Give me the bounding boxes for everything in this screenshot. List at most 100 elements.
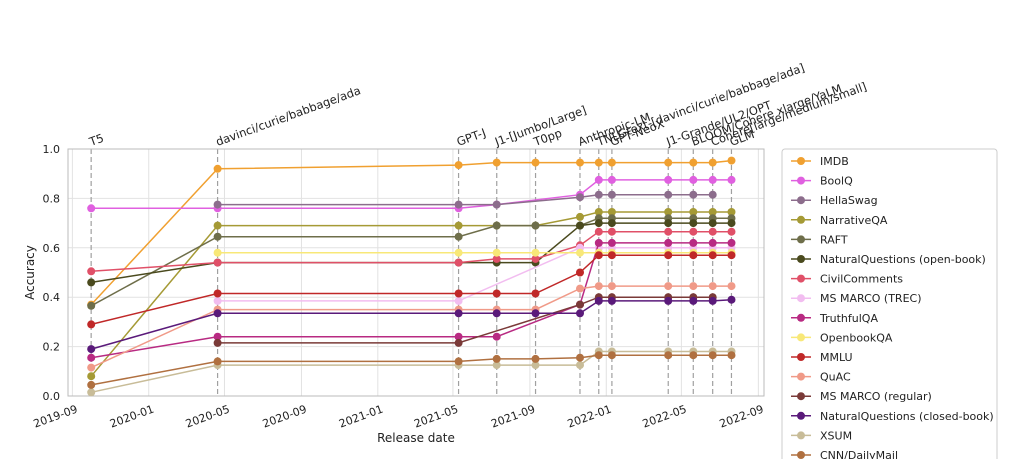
- data-point: [607, 158, 616, 167]
- data-point: [607, 351, 616, 360]
- legend-item: MS MARCO (regular): [791, 390, 932, 403]
- data-point: [607, 282, 616, 291]
- data-point: [664, 351, 673, 360]
- series: [87, 282, 736, 372]
- data-point: [87, 388, 96, 397]
- data-point: [454, 161, 463, 170]
- data-point: [492, 354, 501, 363]
- data-point: [492, 289, 501, 298]
- data-point: [664, 251, 673, 260]
- data-point: [708, 158, 717, 167]
- data-point: [607, 219, 616, 228]
- data-point: [87, 372, 96, 381]
- legend-swatch-marker: [797, 313, 805, 322]
- legend-swatch-marker: [797, 451, 805, 459]
- data-point: [664, 296, 673, 305]
- legend-swatch-marker: [797, 176, 805, 185]
- plot-area: [67, 148, 765, 397]
- x-tick-label: 2020-01: [108, 403, 156, 431]
- data-point: [607, 175, 616, 184]
- data-point: [708, 190, 717, 199]
- data-point: [454, 289, 463, 298]
- data-point: [727, 175, 736, 184]
- data-point: [607, 238, 616, 247]
- legend-swatch-marker: [797, 196, 805, 205]
- data-point: [594, 296, 603, 305]
- y-tick-labels: 0.0 0.2 0.4 0.6 0.8 1.0: [43, 143, 61, 403]
- data-point: [492, 309, 501, 318]
- release-label: T5: [86, 131, 105, 149]
- data-point: [576, 268, 584, 277]
- data-point: [594, 175, 603, 184]
- x-tick-label: 2022-01: [566, 403, 614, 431]
- data-point: [454, 357, 463, 366]
- data-point: [727, 251, 736, 260]
- data-point: [664, 190, 673, 199]
- legend-item: NarrativeQA: [791, 214, 888, 227]
- data-point: [492, 254, 501, 263]
- data-point: [664, 175, 673, 184]
- x-tick-label: 2021-09: [489, 403, 537, 431]
- data-point: [492, 221, 501, 230]
- data-point: [576, 158, 584, 167]
- x-axis-title: Release date: [377, 431, 455, 445]
- data-point: [454, 248, 463, 257]
- data-point: [87, 380, 96, 389]
- data-point: [87, 353, 96, 362]
- series-line: [91, 350, 732, 394]
- legend-swatch-marker: [797, 372, 805, 381]
- series: [87, 351, 736, 389]
- data-point: [689, 282, 698, 291]
- data-point: [594, 219, 603, 228]
- data-point: [576, 221, 584, 230]
- data-point: [87, 278, 96, 287]
- legend-label: IMDB: [820, 155, 849, 168]
- legend-item: QuAC: [791, 371, 851, 384]
- data-point: [213, 338, 222, 347]
- series: [87, 208, 736, 381]
- data-point: [689, 208, 698, 216]
- data-point: [454, 332, 463, 341]
- data-point: [708, 175, 717, 184]
- data-point: [727, 351, 736, 360]
- data-point: [594, 158, 603, 167]
- legend-item: IMDB: [791, 155, 849, 168]
- legend-label: NaturalQuestions (open-book): [820, 253, 986, 266]
- data-point: [708, 296, 717, 305]
- data-point: [576, 300, 584, 309]
- data-point: [689, 190, 698, 199]
- data-point: [727, 282, 736, 291]
- legend-swatch-marker: [797, 392, 805, 401]
- data-point: [576, 193, 584, 202]
- legend-item: CNN/DailyMail: [791, 449, 898, 459]
- grid: [68, 148, 764, 397]
- data-point: [664, 219, 673, 228]
- x-tick-label: 2020-05: [184, 403, 232, 431]
- data-point: [531, 254, 540, 263]
- series: [87, 251, 736, 329]
- data-point: [492, 248, 501, 257]
- data-point: [576, 284, 584, 293]
- legend-item: MMLU: [791, 351, 853, 364]
- legend-swatch-marker: [797, 353, 805, 361]
- data-point: [594, 351, 603, 360]
- legend-swatch-marker: [797, 274, 805, 283]
- legend-swatch-marker: [797, 157, 805, 165]
- legend-item: XSUM: [791, 429, 852, 442]
- legend-swatch-marker: [797, 333, 805, 342]
- legend-label: OpenbookQA: [820, 331, 893, 344]
- data-point: [689, 227, 698, 236]
- x-tick-label: 2021-05: [412, 403, 460, 431]
- x-tick-label: 2022-05: [641, 403, 689, 431]
- y-axis-title: Accuracy: [23, 245, 37, 300]
- y-tick-label: 0.0: [43, 390, 61, 403]
- release-labels: T5 davinci/curie/babbage/ada GPT-J J1-[Jumb…: [86, 60, 868, 149]
- x-tick-labels: 2019-09 2020-01 2020-05 2020-09 2021-01 2021-…: [32, 403, 766, 431]
- data-point: [454, 221, 463, 230]
- data-point: [531, 361, 540, 370]
- y-tick-label: 0.4: [43, 291, 61, 304]
- legend-item: HellaSwag: [791, 194, 878, 207]
- data-point: [531, 289, 540, 298]
- legend-item: NaturalQuestions (open-book): [791, 253, 986, 266]
- y-tick-label: 0.2: [43, 341, 61, 354]
